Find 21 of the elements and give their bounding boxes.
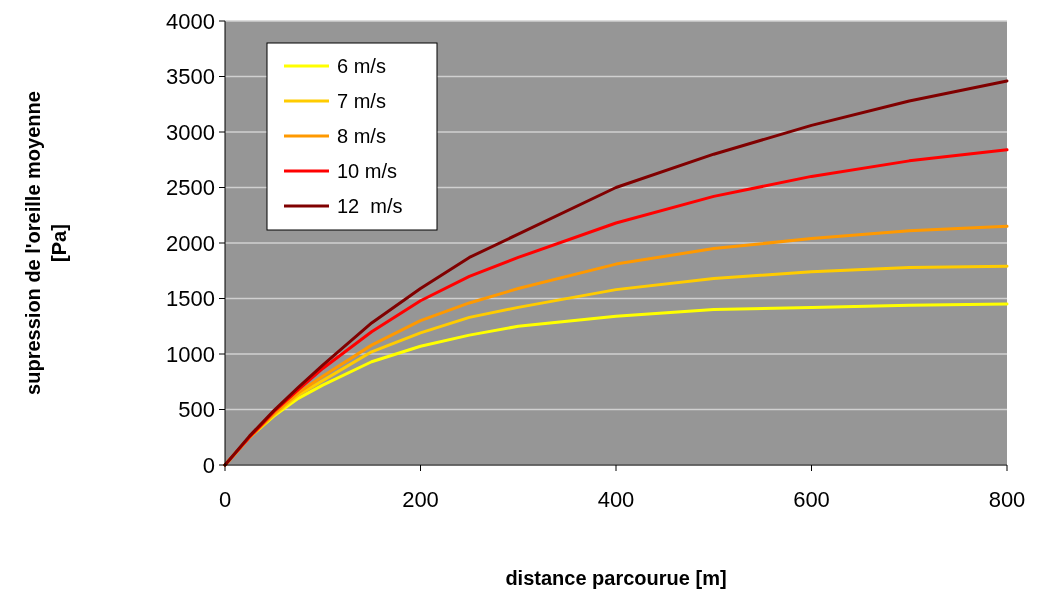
x-tick-label: 0 [218, 487, 232, 512]
y-tick-label: 2000 [166, 230, 215, 256]
y-tick-label: 3500 [166, 64, 215, 90]
legend-label: 12 m/s [337, 195, 403, 217]
y-axis-title: supression de l'oreille moyenne [Pa] [22, 91, 70, 395]
y-tick-label: 1000 [166, 341, 215, 367]
legend-label: 10 m/s [337, 160, 398, 182]
y-tick-label: 2500 [166, 175, 215, 201]
y-tick-label: 500 [178, 397, 215, 423]
y-tick-label: 1500 [166, 286, 215, 312]
legend-label: 8 m/s [337, 125, 386, 147]
legend-label: 7 m/s [337, 90, 386, 112]
x-tick-label: 600 [793, 487, 830, 512]
legend-label: 6 m/s [337, 55, 386, 77]
x-tick-label: 800 [988, 487, 1026, 512]
x-tick-label: 200 [402, 487, 439, 512]
y-tick-label: 3000 [166, 119, 215, 145]
y-tick-label: 0 [202, 452, 215, 478]
x-axis-title: distance parcourue [m] [505, 567, 727, 589]
y-tick-label: 4000 [166, 8, 215, 34]
x-tick-label: 400 [597, 487, 635, 512]
